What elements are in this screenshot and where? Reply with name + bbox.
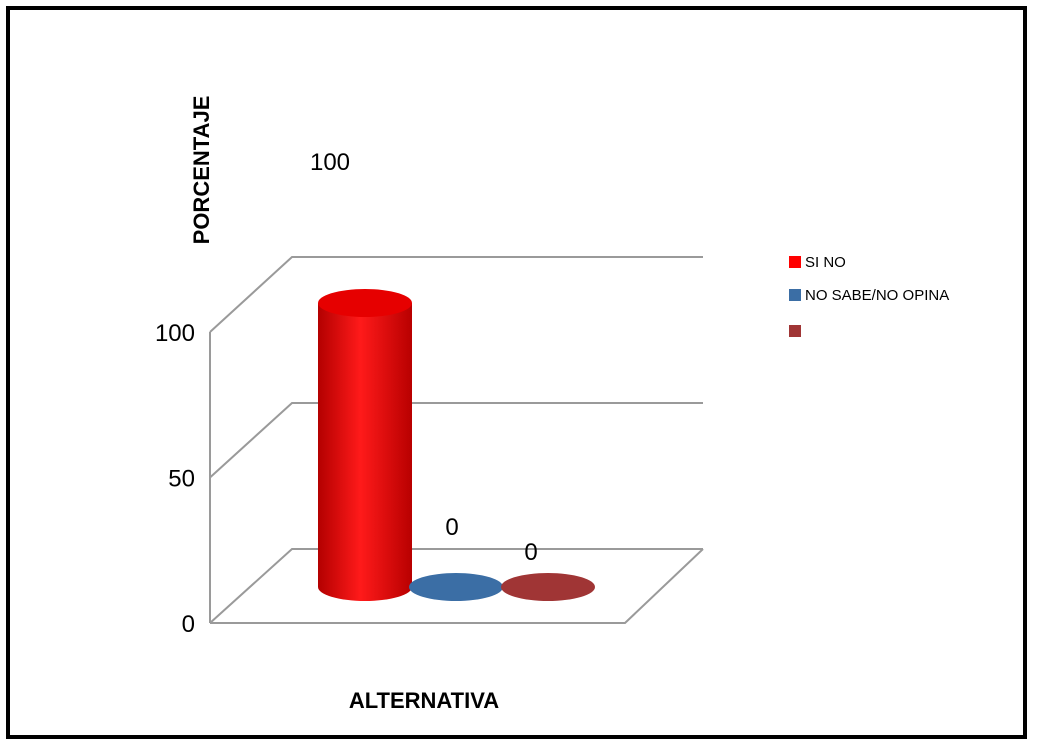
gridline — [209, 256, 703, 333]
y-tick-label: 0 — [182, 611, 195, 638]
data-label: 0 — [524, 539, 537, 566]
bar-body — [318, 303, 412, 601]
y-tick-labels: 0 50 100 — [155, 320, 195, 638]
gridline — [209, 548, 703, 624]
chart-frame — [6, 6, 1027, 739]
legend: SI NO NO SABE/NO OPINA — [789, 254, 949, 337]
y-axis-title: PORCENTAJE — [189, 96, 214, 245]
y-tick-label: 100 — [155, 320, 195, 347]
chart-grid — [209, 256, 704, 624]
y-tick-label: 50 — [168, 466, 195, 493]
gridline — [209, 402, 703, 479]
bar-top — [318, 289, 412, 317]
legend-label: SI NO — [805, 254, 846, 271]
data-label: 0 — [445, 514, 458, 541]
legend-swatch — [789, 256, 801, 268]
data-label: 100 — [310, 149, 350, 176]
bar-flat — [501, 573, 595, 601]
x-axis-title: ALTERNATIVA — [349, 688, 499, 713]
legend-swatch — [789, 289, 801, 301]
bars — [318, 289, 595, 601]
legend-swatch — [789, 325, 801, 337]
data-labels: 100 0 0 — [310, 149, 538, 566]
legend-label: NO SABE/NO OPINA — [805, 287, 949, 304]
bar-flat — [409, 573, 503, 601]
floor-edge — [210, 548, 704, 624]
